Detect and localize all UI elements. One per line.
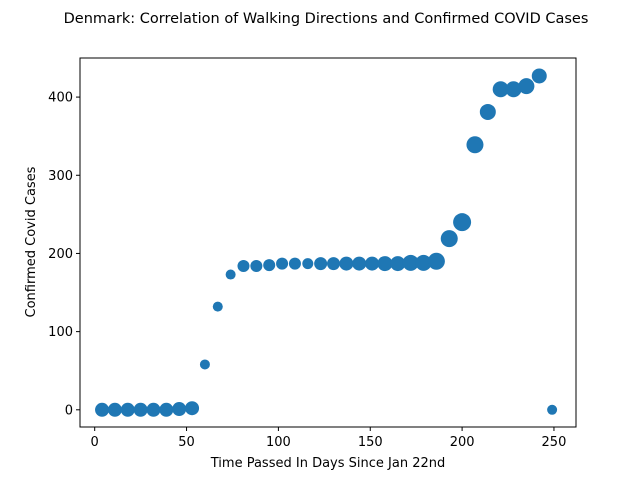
data-point (212, 301, 223, 312)
data-point (225, 269, 236, 280)
y-axis-label: Confirmed Covid Cases (24, 166, 39, 317)
data-point (302, 258, 314, 270)
x-tick-label: 50 (178, 435, 195, 450)
x-tick-label: 100 (266, 435, 291, 450)
data-point (352, 256, 367, 271)
data-point (237, 259, 250, 272)
data-point (440, 230, 458, 248)
y-tick-label: 400 (48, 91, 73, 106)
data-point (314, 257, 328, 271)
data-point (327, 257, 341, 271)
x-tick-label: 0 (91, 435, 99, 450)
data-point (199, 359, 210, 370)
data-point (95, 402, 110, 417)
x-tick-label: 200 (450, 435, 475, 450)
data-point (427, 252, 445, 270)
plot-frame (79, 57, 577, 428)
chart-title: Denmark: Correlation of Walking Directio… (64, 11, 589, 27)
data-point (288, 257, 301, 270)
y-tick-label: 100 (48, 325, 73, 340)
y-tick-label: 200 (48, 247, 73, 262)
data-point (107, 402, 122, 417)
data-point (250, 259, 263, 272)
data-point (133, 402, 148, 417)
data-point (172, 402, 187, 417)
data-points (95, 68, 558, 417)
x-tick-label: 150 (358, 435, 383, 450)
y-tick-label: 300 (48, 169, 73, 184)
x-tick-label: 250 (542, 435, 567, 450)
data-point (159, 402, 174, 417)
data-point (415, 254, 432, 271)
data-point (531, 68, 547, 84)
data-point (365, 256, 380, 271)
data-point (377, 256, 393, 272)
data-point (505, 81, 522, 98)
data-point (466, 136, 484, 154)
x-axis-label: Time Passed In Days Since Jan 22nd (210, 456, 445, 471)
data-point (185, 401, 200, 416)
data-point (146, 402, 161, 417)
data-point (120, 402, 135, 417)
data-point (263, 259, 276, 272)
data-point (547, 404, 558, 415)
data-point (479, 103, 496, 120)
y-tick-label: 0 (65, 403, 73, 418)
data-point (390, 256, 406, 272)
data-point (276, 257, 289, 270)
data-point (339, 256, 354, 271)
data-point (402, 254, 419, 271)
data-point (453, 213, 472, 232)
data-point (518, 78, 535, 95)
data-point (492, 81, 509, 98)
axis-ticks: 0 50 100 150 200 250 0 100 200 300 400 (48, 91, 566, 450)
